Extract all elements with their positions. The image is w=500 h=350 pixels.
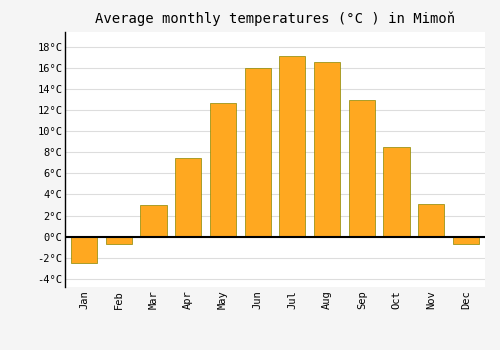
Bar: [175, 158, 201, 237]
Bar: [453, 237, 479, 244]
Bar: [349, 100, 375, 237]
Bar: [106, 237, 132, 244]
Bar: [418, 204, 444, 237]
Bar: [314, 62, 340, 237]
Bar: [280, 56, 305, 237]
Bar: [71, 237, 97, 263]
Title: Average monthly temperatures (°C ) in Mimoň: Average monthly temperatures (°C ) in Mi…: [95, 12, 455, 26]
Bar: [140, 205, 166, 237]
Bar: [384, 147, 409, 237]
Bar: [244, 68, 270, 237]
Bar: [210, 103, 236, 237]
